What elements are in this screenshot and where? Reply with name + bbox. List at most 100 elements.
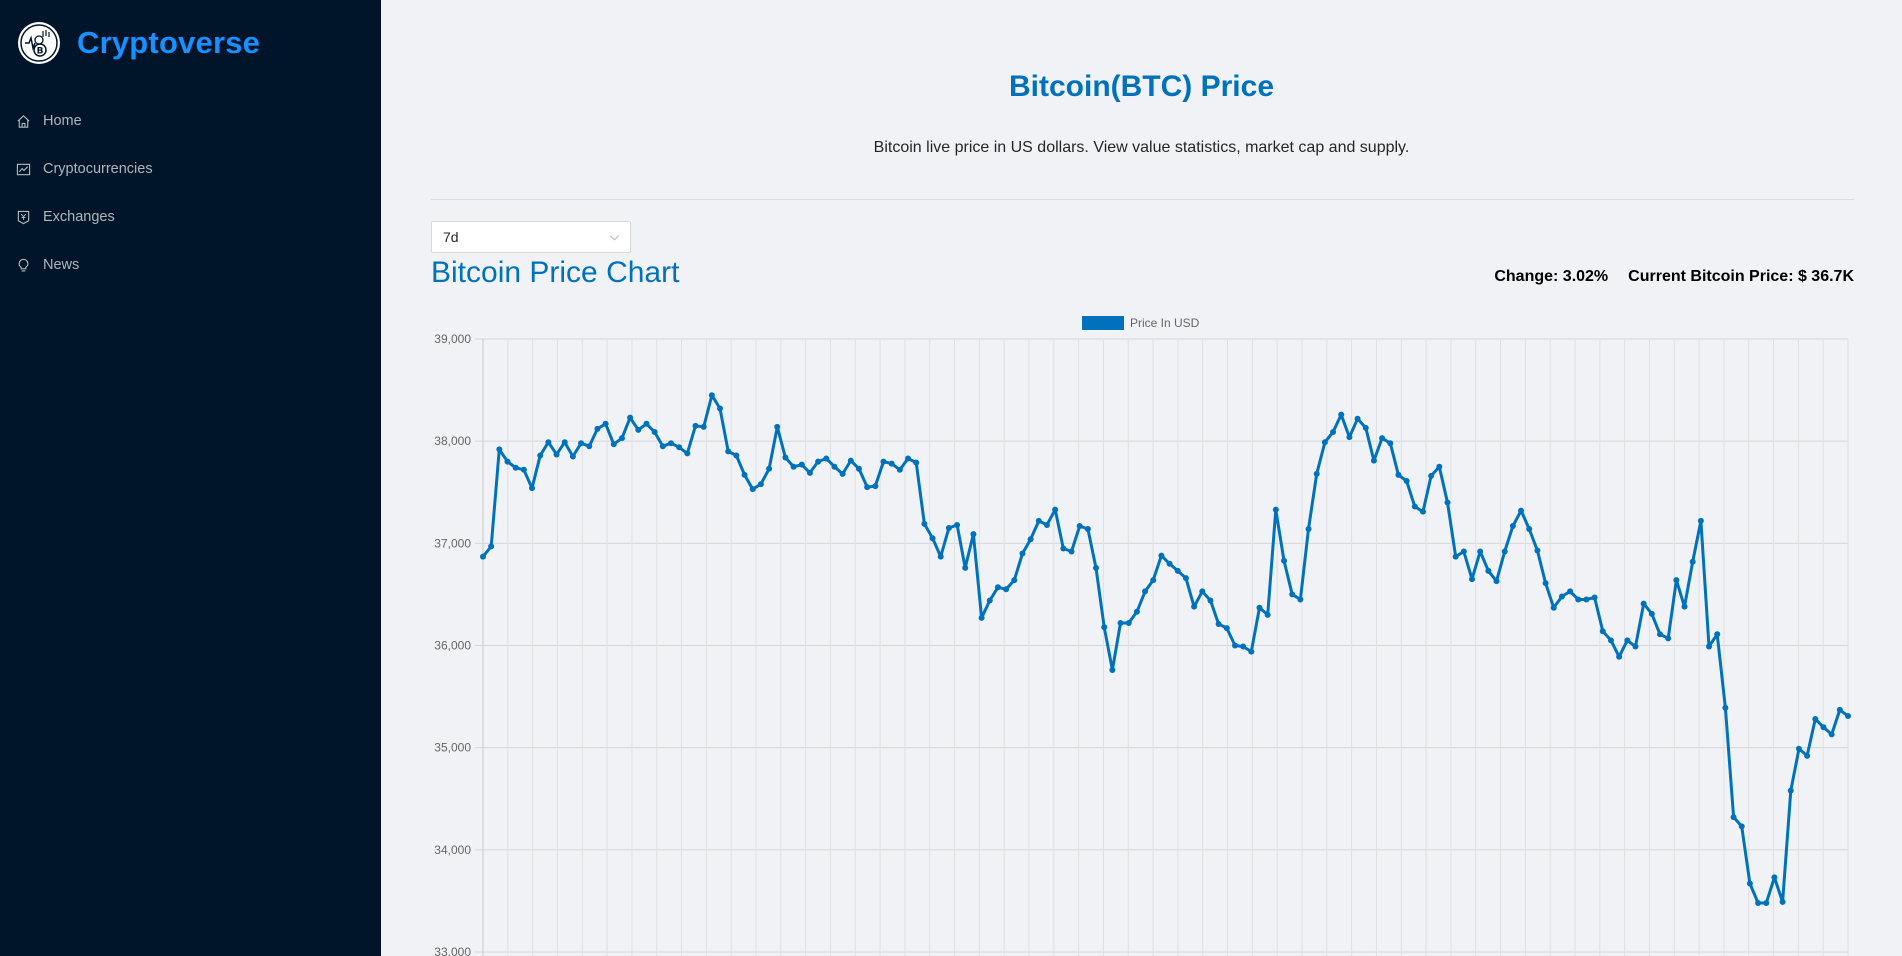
price-point bbox=[1836, 706, 1843, 713]
price-point bbox=[1706, 643, 1713, 650]
price-point bbox=[1787, 787, 1794, 794]
price-point bbox=[986, 597, 993, 604]
price-point bbox=[896, 466, 903, 473]
price-point bbox=[1697, 517, 1704, 524]
fund-icon bbox=[16, 163, 31, 175]
price-point bbox=[855, 465, 862, 472]
price-point bbox=[774, 423, 781, 430]
nav-item-news[interactable]: News bbox=[0, 241, 381, 289]
price-point bbox=[659, 443, 666, 450]
nav-item-label: Exchanges bbox=[43, 209, 115, 225]
price-point bbox=[1338, 411, 1345, 418]
price-point bbox=[1281, 557, 1288, 564]
y-tick-label: 36,000 bbox=[434, 639, 471, 653]
y-tick-label: 33,000 bbox=[434, 945, 471, 956]
price-point bbox=[1616, 653, 1623, 660]
price-line bbox=[481, 393, 1849, 905]
price-point bbox=[1534, 547, 1541, 554]
price-point bbox=[1403, 478, 1410, 485]
price-point bbox=[1354, 415, 1361, 422]
price-point bbox=[1575, 596, 1582, 603]
price-stats: Change: 3.02% Current Bitcoin Price: $ 3… bbox=[1494, 268, 1854, 286]
price-point bbox=[790, 463, 797, 470]
price-point bbox=[1452, 553, 1459, 560]
main-content: Bitcoin(BTC) Price Bitcoin live price in… bbox=[381, 0, 1902, 956]
price-point bbox=[1240, 643, 1247, 650]
price-point bbox=[937, 553, 944, 560]
price-point bbox=[651, 428, 658, 435]
nav-item-cryptocurrencies[interactable]: Cryptocurrencies bbox=[0, 145, 381, 193]
chart-title: Bitcoin Price Chart bbox=[431, 256, 680, 289]
price-point bbox=[1583, 596, 1590, 603]
price-point bbox=[1485, 567, 1492, 574]
price-point bbox=[1665, 635, 1672, 642]
price-point bbox=[1362, 424, 1369, 431]
price-point bbox=[921, 520, 928, 527]
price-point bbox=[1093, 564, 1100, 571]
price-point bbox=[1289, 591, 1296, 598]
price-point bbox=[1158, 552, 1165, 559]
price-point bbox=[520, 466, 527, 473]
price-point bbox=[1272, 506, 1279, 513]
price-point bbox=[798, 461, 805, 468]
price-point bbox=[1387, 440, 1394, 447]
price-point bbox=[864, 484, 871, 491]
price-point bbox=[1795, 745, 1802, 752]
price-point bbox=[1730, 814, 1737, 821]
legend-label: Price In USD bbox=[1130, 316, 1200, 330]
price-point bbox=[839, 470, 846, 477]
nav-item-label: Home bbox=[43, 113, 82, 129]
brand-title[interactable]: Cryptoverse bbox=[77, 25, 261, 60]
price-point bbox=[1746, 880, 1753, 887]
price-point bbox=[1624, 637, 1631, 644]
price-point bbox=[970, 531, 977, 538]
price-point bbox=[594, 425, 601, 432]
price-point bbox=[1469, 576, 1476, 583]
price-point bbox=[717, 405, 724, 412]
price-point bbox=[1632, 643, 1639, 650]
price-point bbox=[757, 481, 764, 488]
price-point bbox=[1722, 704, 1729, 711]
price-point bbox=[708, 392, 715, 399]
price-point bbox=[561, 439, 568, 446]
price-point bbox=[1101, 624, 1108, 631]
price-point bbox=[480, 553, 486, 560]
price-point bbox=[643, 420, 650, 427]
price-point bbox=[831, 463, 838, 470]
price-point bbox=[667, 440, 674, 447]
price-point bbox=[1444, 499, 1451, 506]
price-point bbox=[929, 535, 936, 542]
price-point bbox=[1477, 548, 1484, 555]
price-point bbox=[1812, 716, 1819, 723]
price-point bbox=[1109, 667, 1116, 674]
price-point bbox=[905, 455, 912, 462]
price-point bbox=[1346, 434, 1353, 441]
price-point bbox=[1681, 603, 1688, 610]
y-tick-label: 39,000 bbox=[434, 332, 471, 346]
price-point bbox=[1003, 586, 1010, 593]
price-point bbox=[692, 422, 699, 429]
nav-item-home[interactable]: Home bbox=[0, 97, 381, 145]
price-point bbox=[1215, 621, 1222, 628]
timeframe-select[interactable]: 7d bbox=[431, 221, 631, 253]
price-point bbox=[1125, 620, 1132, 627]
divider bbox=[431, 199, 1854, 200]
home-icon bbox=[17, 114, 30, 128]
brand[interactable]: B Cryptoverse bbox=[18, 22, 260, 64]
price-point bbox=[1509, 522, 1516, 529]
price-point bbox=[815, 458, 822, 465]
nav-item-exchanges[interactable]: Exchanges bbox=[0, 193, 381, 241]
price-point bbox=[1379, 435, 1386, 442]
price-point bbox=[1820, 724, 1827, 731]
svg-text:B: B bbox=[37, 47, 44, 57]
price-point bbox=[569, 453, 576, 460]
price-point bbox=[1755, 899, 1762, 906]
price-point bbox=[880, 458, 887, 465]
price-point bbox=[1084, 526, 1091, 533]
nav-item-label: News bbox=[43, 257, 80, 273]
y-tick-label: 37,000 bbox=[434, 536, 471, 550]
price-point bbox=[1191, 603, 1198, 610]
price-point bbox=[782, 454, 789, 461]
price-point bbox=[627, 414, 634, 421]
price-point bbox=[529, 485, 536, 492]
